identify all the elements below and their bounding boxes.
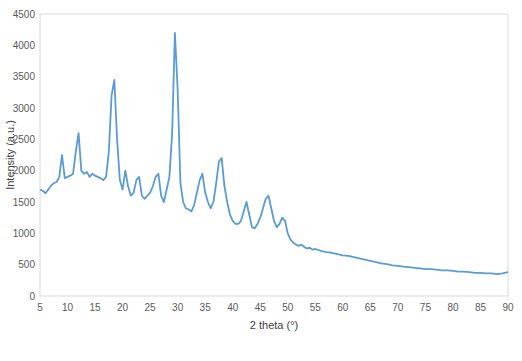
x-tick-label: 10 (62, 302, 74, 313)
y-axis-title: Intensity (a.u.) (4, 120, 16, 190)
y-tick-label: 500 (18, 259, 35, 270)
x-tick-label: 70 (392, 302, 404, 313)
y-tick-label: 4500 (13, 9, 36, 20)
x-tick-label: 90 (502, 302, 514, 313)
x-axis-title: 2 theta (°) (250, 319, 298, 331)
y-tick-label: 3000 (13, 103, 36, 114)
x-tick-label: 80 (447, 302, 459, 313)
x-tick-label: 85 (475, 302, 487, 313)
plot-area (40, 33, 508, 274)
x-tick-label: 15 (89, 302, 101, 313)
x-tick-label: 45 (255, 302, 267, 313)
y-tick-label: 3500 (13, 71, 36, 82)
x-tick-label: 30 (172, 302, 184, 313)
chart: 0 500 1000 1500 2000 2500 3000 3500 4000 4500 5 10 1… (0, 0, 522, 361)
x-tick-label: 20 (117, 302, 129, 313)
y-tick-label: 1000 (13, 228, 36, 239)
x-tick-label: 75 (420, 302, 432, 313)
x-tick-label: 60 (337, 302, 349, 313)
x-tick-label: 25 (145, 302, 157, 313)
plot-frame (40, 14, 508, 296)
x-tick-label: 5 (37, 302, 43, 313)
y-tick-label: 2000 (13, 165, 36, 176)
y-tick-label: 4000 (13, 40, 36, 51)
y-tick-label: 1500 (13, 197, 36, 208)
xrd-line (40, 33, 508, 274)
x-tick-label: 50 (282, 302, 294, 313)
y-tick-label: 0 (29, 291, 35, 302)
x-tick-label: 55 (310, 302, 322, 313)
x-tick-label: 35 (200, 302, 212, 313)
x-tick-label: 65 (365, 302, 377, 313)
x-tick-label: 40 (227, 302, 239, 313)
y-tick-label: 2500 (13, 134, 36, 145)
